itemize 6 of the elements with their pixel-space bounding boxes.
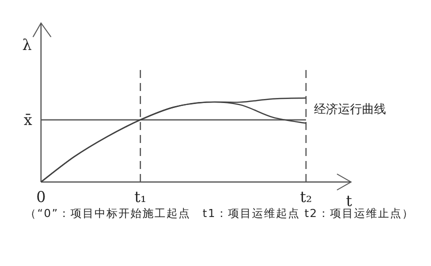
ylabel: λ	[22, 36, 32, 54]
ref-label: x̄	[24, 110, 32, 129]
annotation: 经济运行曲线	[314, 102, 386, 116]
tick-x: 0	[36, 188, 46, 206]
tick-x: t₁	[134, 188, 146, 206]
tick-x: t₂	[300, 188, 312, 206]
